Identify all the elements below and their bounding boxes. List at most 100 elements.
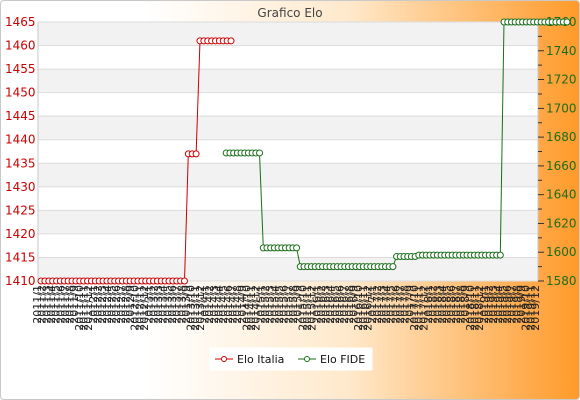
x-tick-label: 2017/12: [417, 285, 430, 331]
grid-band: [38, 22, 538, 46]
x-tick-label: 2012/3: [96, 285, 109, 324]
x-tick-label: 2016/9: [347, 285, 360, 324]
x-tick-label: 2016/1: [310, 285, 323, 324]
x-tick-label: 2011/11: [78, 285, 91, 331]
legend-swatch-marker: [221, 356, 227, 362]
legend-item-elo-fide[interactable]: Elo FIDE: [298, 353, 365, 366]
x-tick-label: 2015/1: [254, 285, 267, 324]
x-tick-label: 2018/7: [450, 285, 463, 324]
x-tick-label: 2016/11: [357, 285, 370, 331]
left-tick-label: 1465: [5, 15, 36, 29]
series-point[interactable]: [563, 18, 571, 26]
x-tick-label: 2017/9: [403, 285, 416, 324]
x-tick-label: 2015/2: [259, 285, 272, 324]
right-tick-label: 1720: [546, 73, 577, 87]
series-point[interactable]: [293, 244, 301, 252]
right-axis-ticks: 1580160016201640166016801700172017401760: [538, 15, 577, 288]
x-tick-label: 2016/5: [329, 285, 342, 324]
x-tick-label: 2019/10: [520, 285, 533, 331]
x-tick-label: 2013/2: [147, 285, 160, 324]
series-point[interactable]: [256, 149, 264, 157]
x-tick-label: 2013/7: [171, 285, 184, 324]
legend-item-elo-italia[interactable]: Elo Italia: [215, 353, 284, 366]
x-tick-label: 2012/12: [138, 285, 151, 331]
x-tick-label: 2012/5: [105, 285, 118, 324]
x-axis-ticks: 2011/12011/22011/32011/42011/52011/62011…: [31, 285, 542, 331]
x-tick-label: 2015/11: [301, 285, 314, 331]
right-tick-label: 1740: [546, 44, 577, 58]
x-tick-label: 2014/2: [203, 285, 216, 324]
x-tick-label: 2012/8: [119, 285, 132, 324]
x-tick-label: 2012/10: [129, 285, 142, 331]
x-tick-label: 2013/9: [180, 285, 193, 324]
x-tick-label: 2011/5: [50, 285, 63, 324]
x-tick-label: 2011/6: [54, 285, 67, 324]
left-axis-ticks: 1410 1415 1420 1425 1430 1435 1440 1445 1450 1455…: [5, 15, 36, 288]
x-tick-label: 2019/6: [501, 285, 514, 324]
x-tick-label: 2018/12: [473, 285, 486, 331]
x-tick-label: 2017/4: [380, 285, 393, 324]
x-tick-label: 2012/11: [133, 285, 146, 331]
x-tick-label: 2018/2: [427, 285, 440, 324]
x-tick-label: 2014/1: [199, 285, 212, 324]
grid-band: [38, 163, 538, 187]
x-tick-label: 2016/4: [324, 285, 337, 324]
series-point[interactable]: [496, 251, 504, 259]
left-tick-label: 1460: [5, 39, 36, 53]
x-tick-label: 2011/7: [59, 285, 72, 324]
x-tick-label: 2011/1: [31, 285, 44, 324]
left-tick-label: 1450: [5, 86, 36, 100]
left-tick-label: 1440: [5, 133, 36, 147]
x-tick-label: 2013/4: [157, 285, 170, 324]
x-tick-label: 2016/8: [343, 285, 356, 324]
x-tick-label: 2019/9: [515, 285, 528, 324]
x-tick-label: 2011/12: [82, 285, 95, 331]
x-tick-label: 2013/3: [152, 285, 165, 324]
series-point[interactable]: [227, 37, 235, 45]
series-point[interactable]: [192, 150, 200, 158]
x-tick-label: 2015/9: [292, 285, 305, 324]
left-tick-label: 1410: [5, 274, 36, 288]
x-tick-label: 2012/1: [87, 285, 100, 324]
legend-swatch-marker: [304, 356, 310, 362]
plot-area: [38, 22, 538, 281]
x-tick-label: 2014/7: [226, 285, 239, 324]
left-tick-label: 1430: [5, 180, 36, 194]
right-tick-label: 1680: [546, 130, 577, 144]
grid-band: [38, 116, 538, 140]
series-point[interactable]: [389, 263, 397, 271]
x-tick-label: 2012/6: [110, 285, 123, 324]
x-tick-label: 2015/4: [268, 285, 281, 324]
right-tick-label: 1580: [546, 274, 577, 288]
x-tick-label: 2016/7: [338, 285, 351, 324]
left-tick-label: 1445: [5, 109, 36, 123]
x-tick-label: 2018/10: [464, 285, 477, 331]
x-tick-label: 2011/4: [45, 285, 58, 324]
series-point[interactable]: [180, 277, 188, 285]
x-tick-label: 2014/11: [245, 285, 258, 331]
x-tick-label: 2013/1: [143, 285, 156, 324]
left-tick-label: 1455: [5, 62, 36, 76]
left-tick-label: 1425: [5, 203, 36, 217]
left-tick-label: 1420: [5, 227, 36, 241]
legend: Elo Italia Elo FIDE: [209, 347, 373, 371]
legend-box: [209, 347, 373, 371]
x-tick-label: 2019/12: [529, 285, 542, 331]
x-tick-label: 2017/3: [375, 285, 388, 324]
x-tick-label: 2011/9: [68, 285, 81, 324]
left-tick-label: 1415: [5, 250, 36, 264]
right-tick-label: 1620: [546, 216, 577, 230]
series-elo-italia: [37, 37, 235, 285]
x-tick-label: 2015/8: [287, 285, 300, 324]
x-tick-label: 2017/7: [394, 285, 407, 324]
x-tick-label: 2017/11: [413, 285, 426, 331]
grid-band: [38, 257, 538, 281]
x-tick-label: 2016/6: [334, 285, 347, 324]
x-tick-label: 2014/8: [231, 285, 244, 324]
x-tick-label: 2017/1: [366, 285, 379, 324]
x-tick-label: 2012/4: [101, 285, 114, 324]
x-tick-label: 2019/1: [478, 285, 491, 324]
x-tick-label: 2015/10: [296, 285, 309, 331]
x-tick-label: 2019/7: [506, 285, 519, 324]
